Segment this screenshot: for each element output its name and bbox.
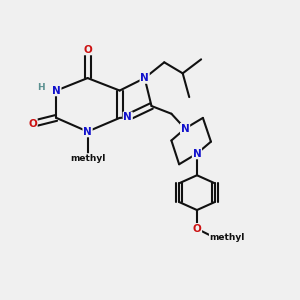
Text: methyl: methyl <box>210 233 245 242</box>
Text: N: N <box>181 124 189 134</box>
Text: N: N <box>83 127 92 136</box>
Text: O: O <box>83 44 92 55</box>
Text: methyl: methyl <box>70 154 105 163</box>
Text: N: N <box>193 148 201 159</box>
Text: O: O <box>193 224 201 234</box>
Text: N: N <box>52 85 61 96</box>
Text: N: N <box>123 112 132 122</box>
Text: H: H <box>37 83 45 92</box>
Text: O: O <box>28 119 37 129</box>
Text: N: N <box>140 73 149 83</box>
